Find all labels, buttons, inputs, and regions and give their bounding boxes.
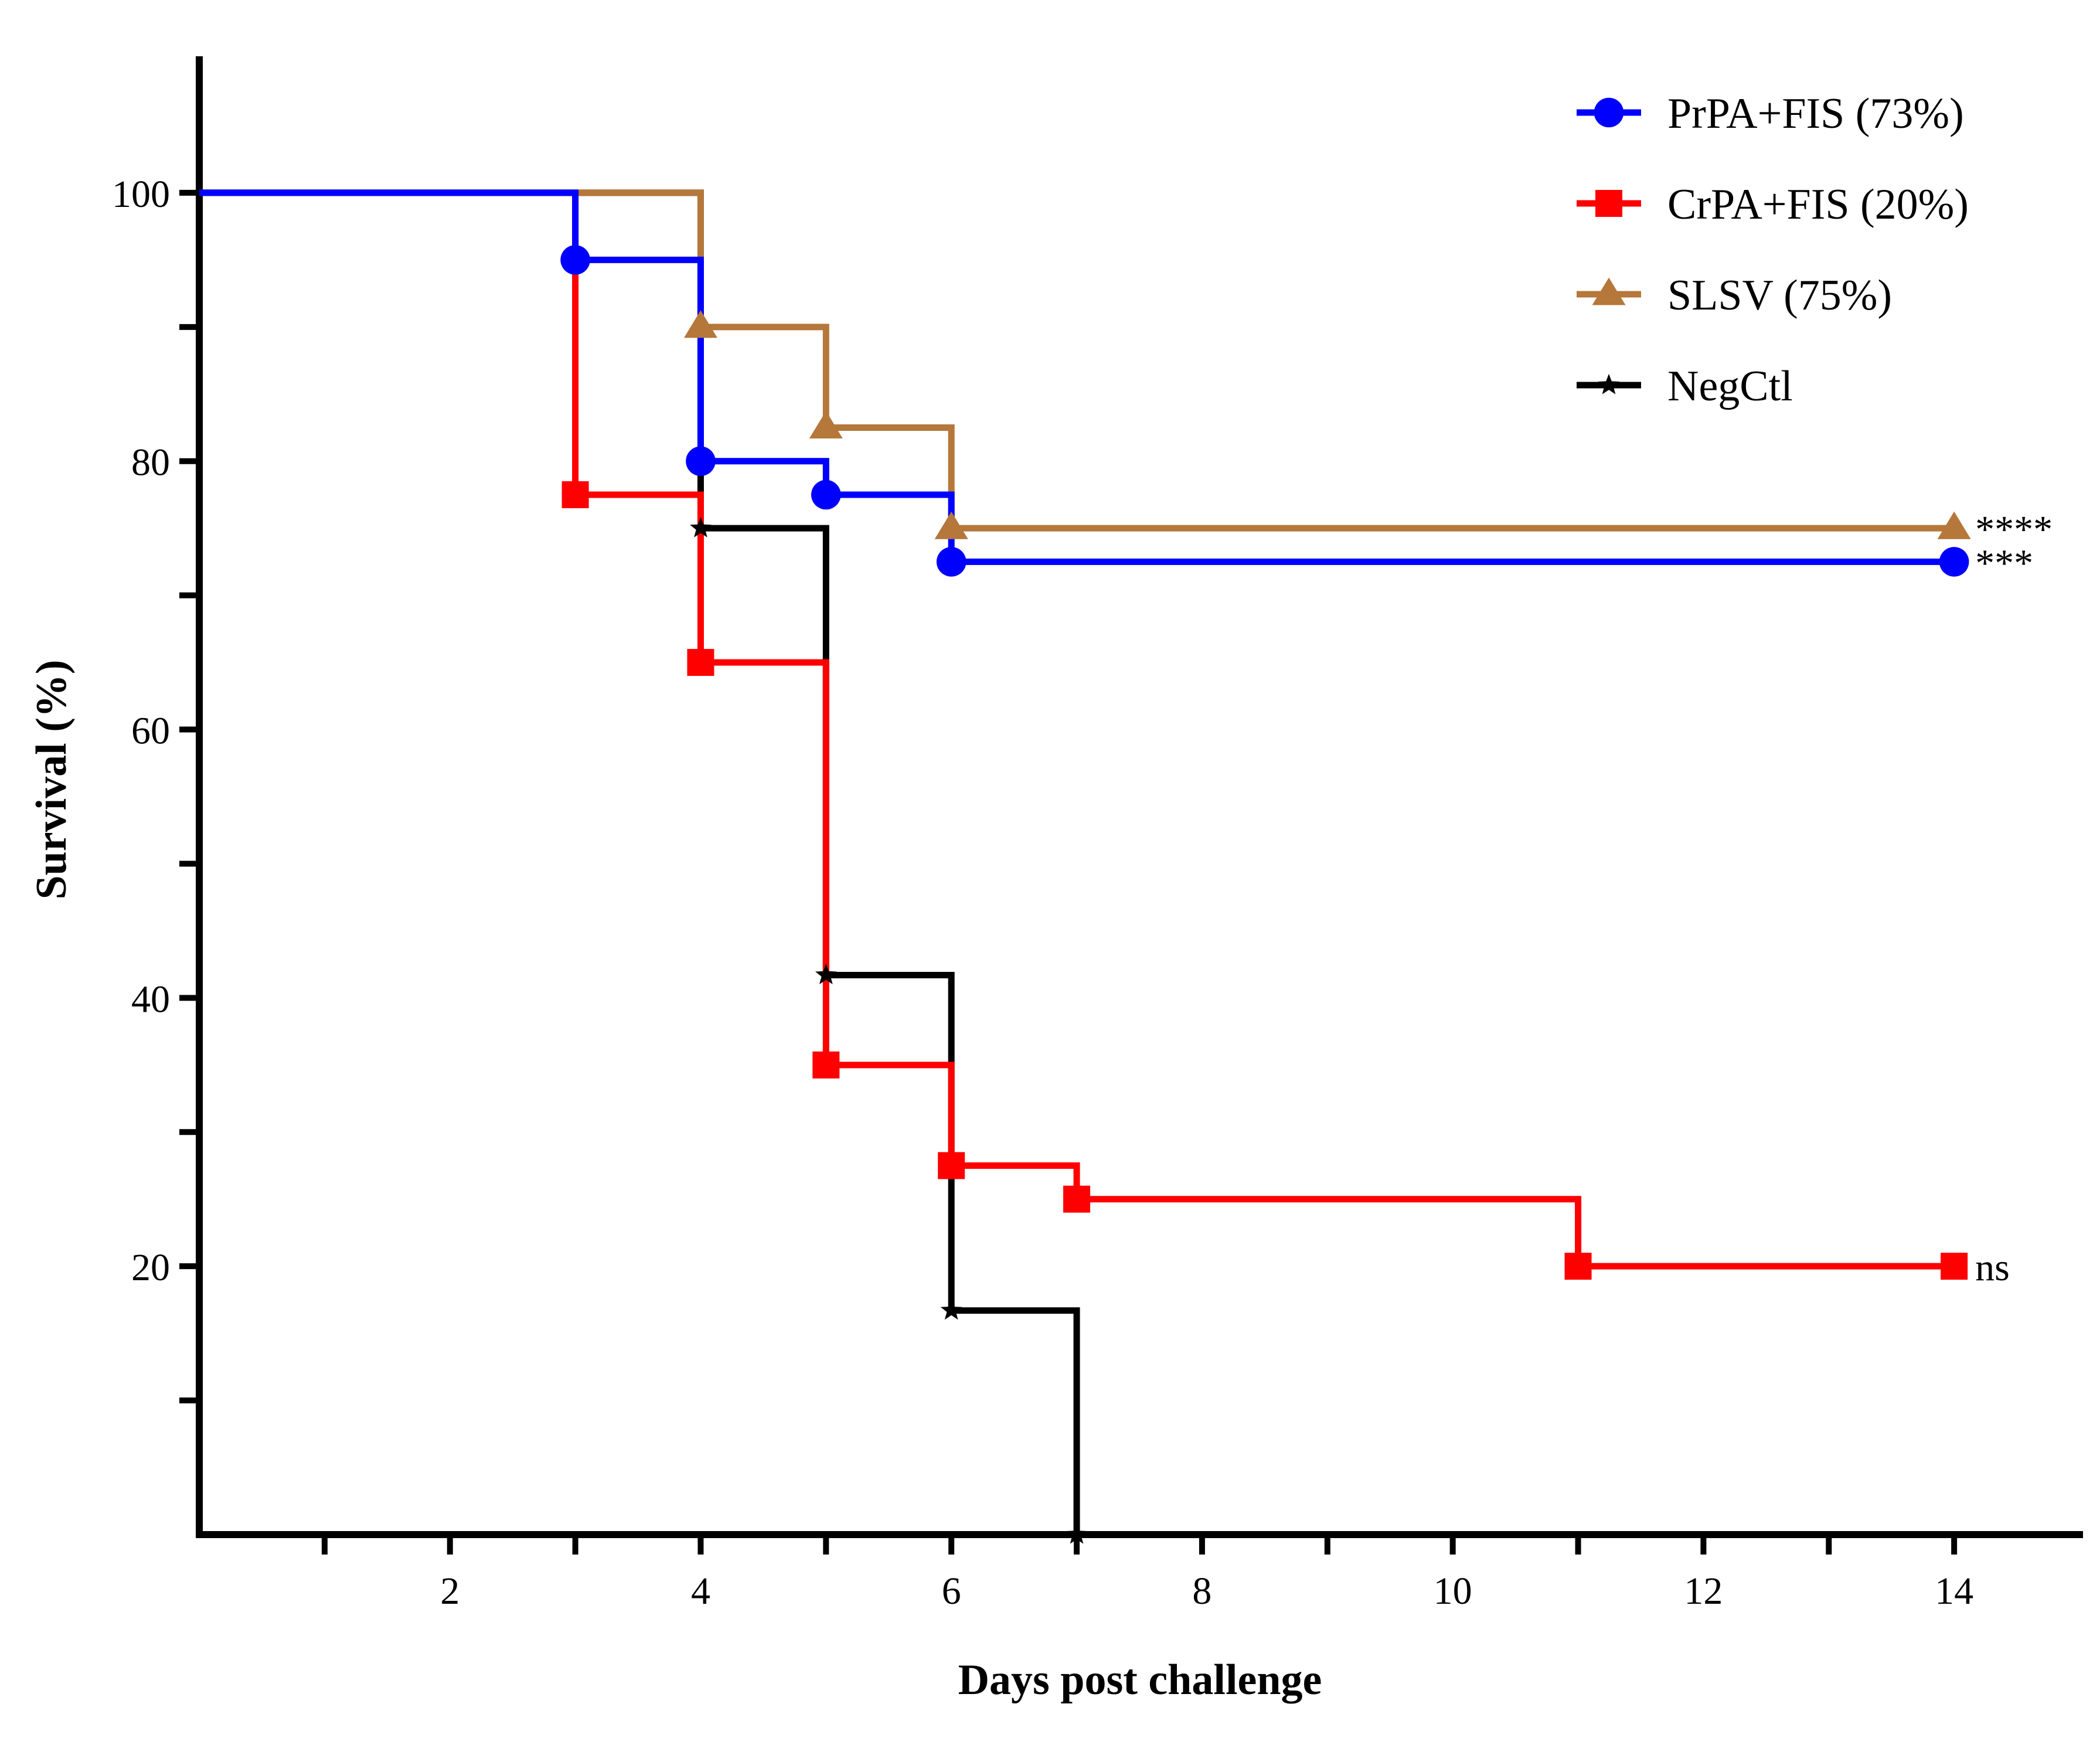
data-point	[1063, 1185, 1091, 1213]
legend-label: CrPA+FIS (20%)	[1667, 181, 1969, 229]
series-group	[199, 189, 1955, 1535]
x-tick-label: 12	[1684, 1570, 1723, 1613]
data-point	[687, 649, 714, 676]
data-point	[686, 446, 716, 477]
legend-label: SLSV (75%)	[1667, 271, 1892, 319]
legend-marker	[1592, 277, 1626, 305]
y-tick-label: 80	[131, 441, 170, 484]
y-tick-label: 20	[131, 1246, 170, 1289]
x-tick-label: 4	[691, 1570, 710, 1613]
legend-marker	[1594, 97, 1624, 128]
data-point	[938, 1152, 965, 1179]
data-point	[690, 516, 712, 538]
marker-group: **** ns ***	[560, 245, 2053, 1544]
legend-label: PrPA+FIS (73%)	[1667, 90, 1964, 138]
data-point	[560, 245, 590, 275]
data-point	[815, 964, 837, 985]
x-axis-title: Days post challenge	[958, 1656, 1322, 1704]
data-point	[1066, 1523, 1088, 1544]
series-line-2	[199, 189, 1955, 532]
data-point	[1941, 1253, 1968, 1280]
x-tick-label: 14	[1935, 1570, 1973, 1613]
data-point	[940, 1299, 962, 1320]
x-tick-label: 8	[1192, 1570, 1211, 1613]
significance-label: ns	[1975, 1246, 2010, 1289]
significance-label: ***	[1975, 542, 2033, 584]
legend: PrPA+FIS (73%) CrPA+FIS (20%) SLSV (75%) Ne…	[1577, 90, 1969, 410]
significance-label: ****	[1975, 508, 2053, 551]
data-point	[1564, 1253, 1592, 1280]
legend-marker	[1598, 373, 1620, 394]
data-point	[934, 511, 968, 539]
axes: 2 4 6 8 10 12 14 20 40 60 80 100	[112, 56, 2083, 1613]
x-tick-label: 6	[942, 1570, 961, 1613]
data-point	[936, 547, 966, 577]
series-line-1	[199, 189, 1955, 1270]
data-point	[812, 1051, 840, 1079]
y-tick-label: 100	[112, 173, 170, 216]
data-point	[809, 410, 843, 439]
legend-label: NegCtl	[1667, 362, 1793, 410]
data-point	[683, 310, 717, 338]
series-line-3	[199, 189, 1080, 1535]
data-point	[561, 481, 589, 508]
data-point	[1937, 511, 1971, 539]
legend-marker	[1595, 190, 1622, 217]
data-point	[1939, 547, 1969, 577]
y-axis-title: Survival (%)	[28, 659, 76, 899]
y-tick-label: 40	[131, 978, 170, 1021]
data-point	[811, 479, 841, 510]
x-tick-label: 2	[440, 1570, 460, 1613]
y-tick-label: 60	[131, 710, 170, 753]
x-tick-label: 10	[1434, 1570, 1472, 1613]
